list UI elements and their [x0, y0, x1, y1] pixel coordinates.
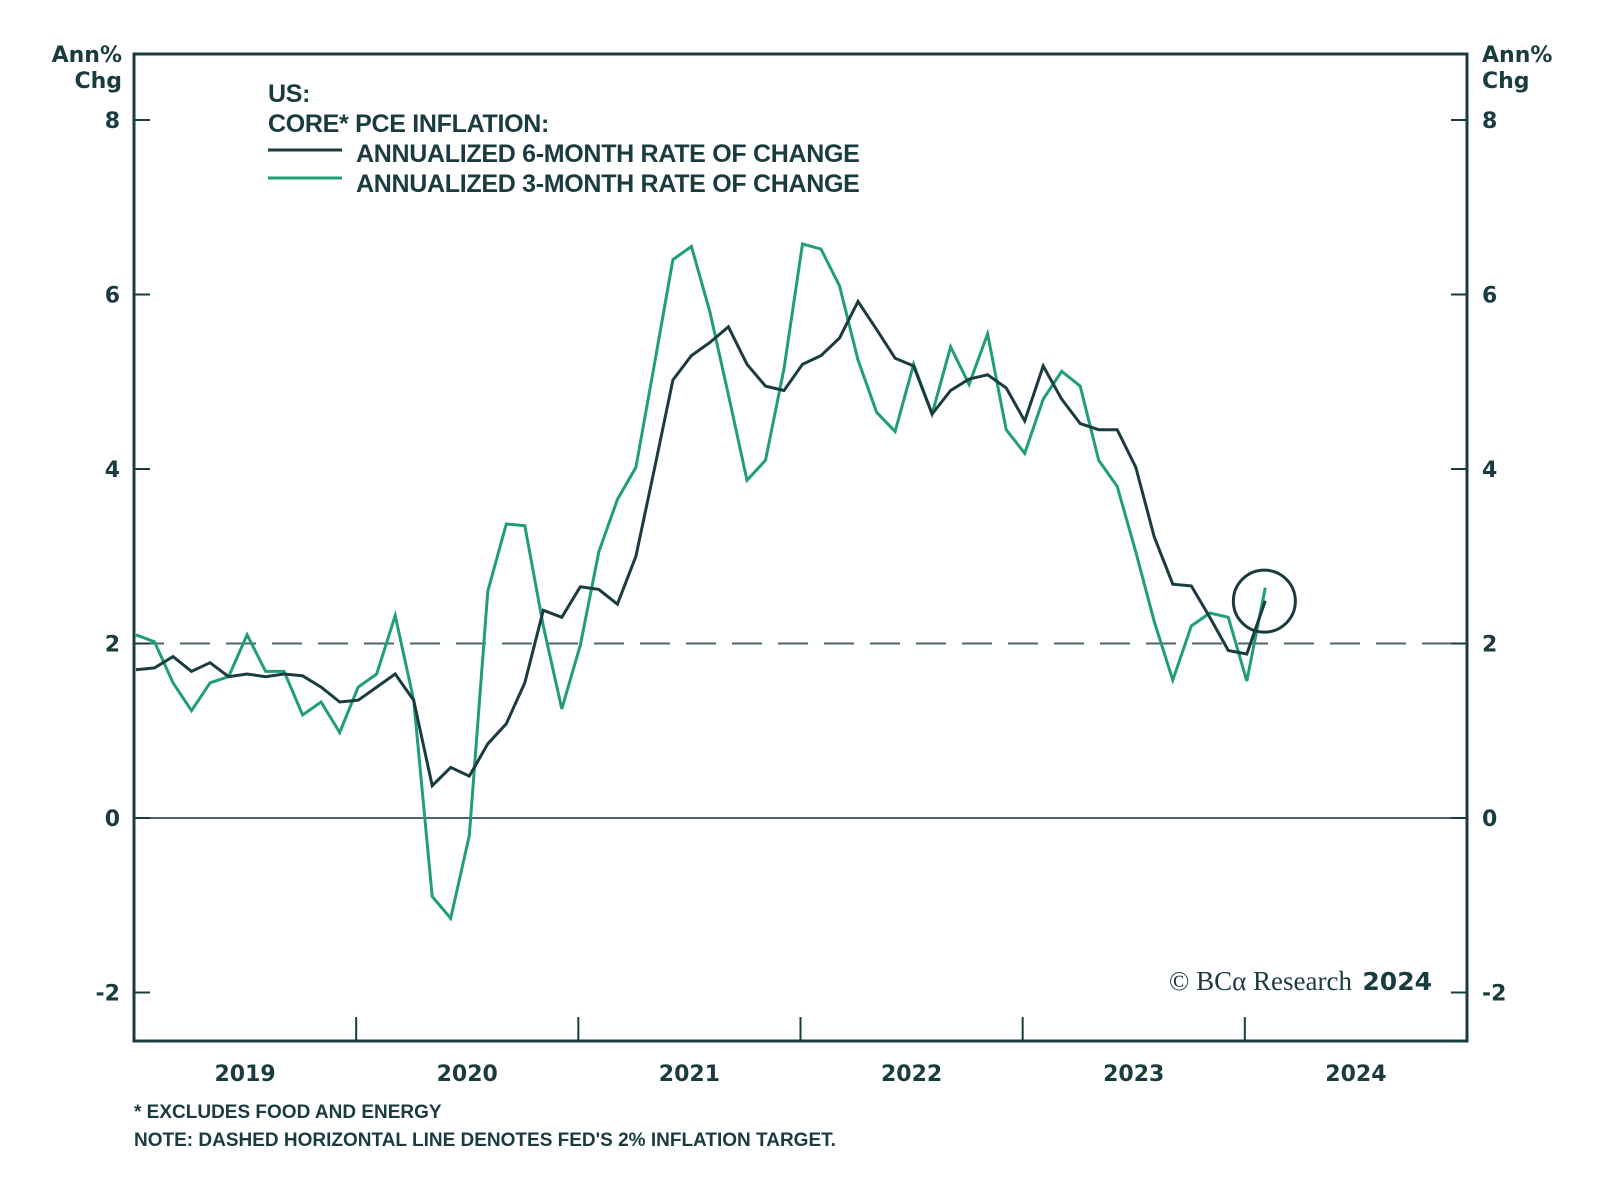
series-line-3-month: [135, 241, 1267, 922]
y-tick-label-right: 0: [1482, 807, 1497, 832]
legend-label-6-month: ANNUALIZED 6-MONTH RATE OF CHANGE: [356, 140, 860, 168]
x-tick-label: 2021: [659, 1062, 720, 1087]
y-axis-left-unit-line2: Chg: [74, 69, 122, 94]
y-axis-right-unit-line1: Ann%: [1482, 43, 1552, 68]
y-tick-label-left: -2: [96, 982, 120, 1007]
y-tick-label-left: 0: [105, 807, 120, 832]
y-tick-label-right: -2: [1482, 982, 1506, 1007]
watermark-year: 2024: [1362, 967, 1432, 996]
chart-subtitle: CORE* PCE INFLATION:: [268, 110, 549, 138]
y-axis-right-unit-line2: Chg: [1482, 69, 1530, 94]
x-tick-label: 2020: [437, 1062, 498, 1087]
y-tick-label-right: 2: [1482, 633, 1497, 658]
y-tick-label-right: 4: [1482, 458, 1497, 483]
annotation-circle: [1231, 568, 1297, 634]
y-tick-label-right: 6: [1482, 284, 1497, 309]
x-tick-label: 2022: [881, 1062, 942, 1087]
chart-title: US:: [268, 80, 310, 108]
watermark: © BCα Research 2024: [1169, 966, 1432, 996]
x-tick-label: 2023: [1103, 1062, 1164, 1087]
x-tick-label: 2024: [1325, 1062, 1386, 1087]
watermark-brand: © BCα Research: [1169, 966, 1353, 996]
y-tick-label-left: 6: [105, 284, 120, 309]
y-tick-label-right: 8: [1482, 109, 1497, 134]
y-tick-label-left: 8: [105, 109, 120, 134]
plot-frame: [132, 52, 1469, 1043]
y-axis-left-unit-line1: Ann%: [52, 43, 122, 68]
legend-label-3-month: ANNUALIZED 3-MONTH RATE OF CHANGE: [356, 170, 860, 198]
y-tick-label-left: 4: [105, 458, 120, 483]
series-line-6-month: [135, 298, 1267, 789]
footnote-excludes: * EXCLUDES FOOD AND ENERGY: [134, 1102, 442, 1123]
y-tick-label-left: 2: [105, 633, 120, 658]
x-tick-label: 2019: [214, 1062, 275, 1087]
footnote-note: NOTE: DASHED HORIZONTAL LINE DENOTES FED…: [134, 1130, 836, 1151]
